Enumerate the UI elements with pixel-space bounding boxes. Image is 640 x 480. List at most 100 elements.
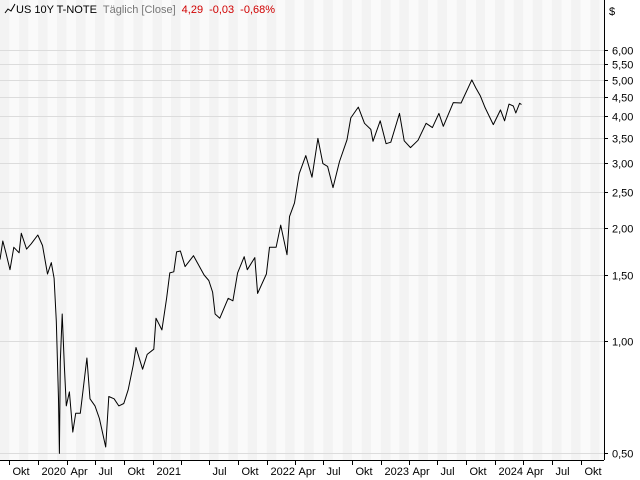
month-band — [418, 0, 428, 460]
month-band — [133, 0, 143, 460]
month-band — [523, 0, 533, 460]
month-band — [19, 0, 29, 460]
month-band — [95, 0, 105, 460]
x-tick-label: 2024 — [499, 466, 523, 478]
month-band — [75, 0, 86, 460]
x-tick-label: 2023 — [385, 466, 409, 478]
month-band — [247, 0, 257, 460]
month-band — [276, 0, 286, 460]
month-band — [180, 0, 191, 460]
y-tick-label: 4,00 — [612, 112, 633, 124]
month-band — [123, 0, 134, 460]
y-tick-label: 2,50 — [612, 188, 633, 200]
month-band — [513, 0, 524, 460]
month-band — [390, 0, 400, 460]
x-tick-label: 2020 — [42, 466, 66, 478]
x-axis: Okt 2020 Apr Jul Okt 2021 Jul Okt 2022 Apr Jul Okt 2… — [0, 460, 604, 478]
month-band — [571, 0, 581, 460]
y-tick-label: 1,00 — [612, 337, 633, 349]
month-band — [447, 0, 457, 460]
month-band — [162, 0, 172, 460]
change-value: -0,03 — [209, 4, 235, 16]
chart-header: US 10Y T-NOTE Täglich [Close] 4,29 -0,03 -0,… — [4, 3, 281, 16]
month-band — [475, 0, 486, 460]
month-band — [342, 0, 353, 460]
x-tick-label: Okt — [13, 466, 30, 478]
change-percent: -0,68% — [240, 4, 276, 16]
month-band — [266, 0, 277, 460]
x-tick-label: Jul — [441, 466, 455, 478]
mode-label: Täglich [Close] — [102, 4, 176, 16]
month-band — [551, 0, 562, 460]
month-band — [152, 0, 163, 460]
month-band — [209, 0, 219, 460]
month-band — [104, 0, 115, 460]
month-band — [9, 0, 20, 460]
month-band — [285, 0, 295, 460]
month-band — [38, 0, 48, 460]
month-band — [47, 0, 57, 460]
y-axis: 6,00 5,50 5,00 4,50 4,00 3,50 3,00 2,50 2,00 1,50… — [604, 0, 633, 461]
month-band — [313, 0, 324, 460]
month-band — [0, 0, 10, 460]
x-tick-label: 2021 — [157, 466, 181, 478]
x-tick-label: Okt — [470, 466, 487, 478]
month-band — [171, 0, 181, 460]
x-tick-label: Jul — [556, 466, 570, 478]
y-tick-label: 0,50 — [612, 449, 633, 461]
month-band — [599, 0, 604, 460]
month-band — [408, 0, 419, 460]
month-band — [190, 0, 200, 460]
month-band — [114, 0, 124, 460]
month-bands — [0, 0, 604, 460]
month-band — [85, 0, 96, 460]
month-band — [256, 0, 267, 460]
series-layer — [0, 79, 522, 454]
month-band — [304, 0, 314, 460]
x-tick-label: Jul — [327, 466, 341, 478]
month-band — [28, 0, 39, 460]
currency-label: $ — [609, 6, 615, 18]
x-tick-label: Apr — [413, 466, 430, 478]
month-band — [218, 0, 229, 460]
month-band — [590, 0, 600, 460]
x-tick-label: Okt — [242, 466, 259, 478]
y-tick-label: 3,00 — [612, 159, 633, 171]
month-band — [66, 0, 76, 460]
month-band — [456, 0, 467, 460]
line-chart-icon — [4, 3, 16, 14]
month-band — [199, 0, 210, 460]
x-tick-label: Apr — [527, 466, 544, 478]
series-line — [0, 79, 522, 454]
month-band — [542, 0, 552, 460]
x-tick-label: 2022 — [271, 466, 295, 478]
month-band — [399, 0, 409, 460]
x-tick-label: Okt — [128, 466, 145, 478]
x-tick-label: Okt — [585, 466, 602, 478]
grid-lines — [0, 50, 604, 454]
x-tick-label: Okt — [356, 466, 373, 478]
month-band — [437, 0, 448, 460]
month-band — [323, 0, 333, 460]
y-tick-label: 5,50 — [612, 60, 633, 72]
last-price: 4,29 — [181, 4, 204, 16]
month-band — [237, 0, 248, 460]
x-tick-label: Apr — [71, 466, 88, 478]
month-band — [561, 0, 572, 460]
symbol-label: US 10Y T-NOTE — [16, 4, 97, 16]
y-tick-label: 1,50 — [612, 271, 633, 283]
month-band — [380, 0, 391, 460]
month-band — [294, 0, 305, 460]
month-band — [532, 0, 543, 460]
month-band — [332, 0, 343, 460]
month-band — [466, 0, 476, 460]
month-band — [228, 0, 238, 460]
month-band — [427, 0, 438, 460]
y-tick-label: 5,00 — [612, 76, 633, 88]
y-tick-label: 4,50 — [612, 93, 633, 105]
x-tick-label: Jul — [213, 466, 227, 478]
y-tick-label: 2,00 — [612, 224, 633, 236]
month-band — [494, 0, 505, 460]
month-band — [56, 0, 67, 460]
